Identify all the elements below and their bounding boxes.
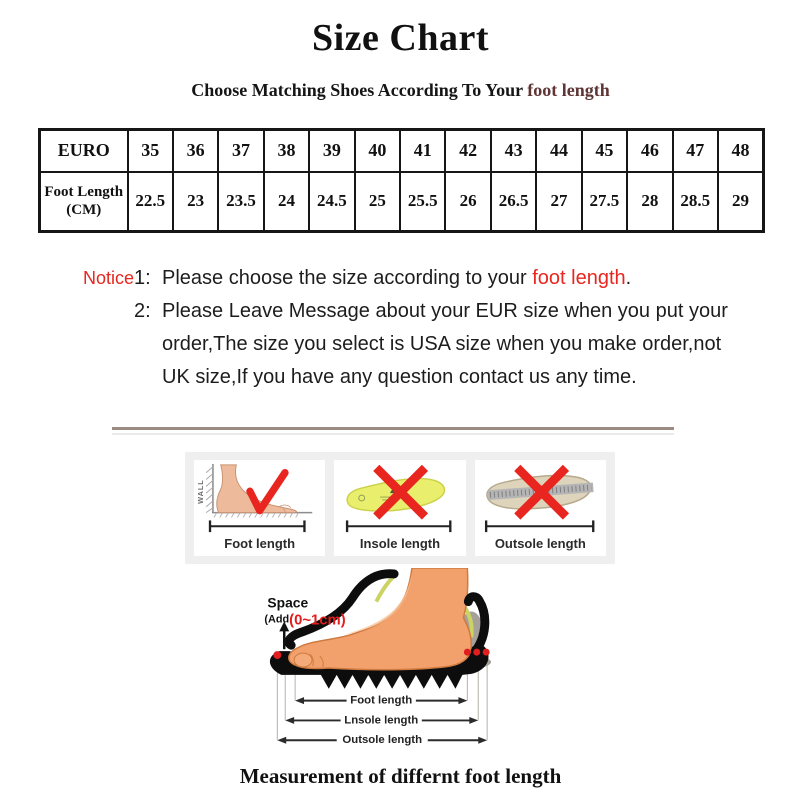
panel-insole-length: Insole length [334, 460, 466, 556]
insole-length-measure-label: Lnsole length [344, 714, 418, 726]
notice-text: Please choose the size according to your… [162, 266, 763, 290]
size-cell: 22.5 [126, 170, 174, 233]
size-cell: 40 [353, 128, 402, 173]
panel-outsole-length: Outsole length [474, 460, 606, 556]
cross-icon [513, 464, 569, 520]
size-cell: 41 [399, 128, 447, 173]
space-value-label: (0~1cm) [289, 612, 346, 628]
size-cell: 27.5 [580, 170, 629, 233]
size-cell: 46 [626, 128, 674, 173]
outsole-length-illustration [484, 464, 595, 533]
size-cell: 25 [353, 170, 402, 233]
foot-diagram-illustration: Space (Add (0~1cm) Foot length Lnsole le… [264, 568, 492, 746]
cross-icon [373, 464, 429, 520]
size-cell: 24.5 [308, 170, 356, 233]
size-cell: 27 [535, 170, 583, 233]
check-icon [246, 469, 289, 515]
size-cell: 44 [535, 128, 583, 173]
wall-label: WALL [196, 479, 205, 504]
size-cell: 25.5 [399, 170, 447, 233]
space-add-label: (Add [264, 613, 289, 625]
size-cell: 28.5 [671, 170, 719, 233]
subtitle-prefix: Choose Matching Shoes According To Your [191, 80, 528, 100]
notice-text-before: Please choose the size according to your [162, 267, 533, 289]
notice-text-after: . [625, 267, 632, 289]
notice-text-highlight: foot length [532, 267, 626, 289]
size-cell: 39 [308, 128, 356, 173]
table-row: Foot Length (CM) 22.5 23 23.5 24 24.5 25 25.5 2… [38, 170, 765, 233]
size-cell: 35 [126, 128, 174, 173]
insole-length-illustration [346, 464, 452, 533]
notice-block: Notice 1: Please choose the size accordi… [83, 266, 763, 398]
marker-dots [273, 648, 490, 660]
panel-label: Foot length [224, 536, 296, 551]
notice-number: 2: [134, 300, 151, 322]
notice-text: Please Leave Message about your EUR size… [162, 300, 728, 322]
notice-label: Notice [83, 268, 135, 288]
size-cell: 29 [716, 170, 765, 233]
size-cell: 26 [444, 170, 492, 233]
notice-number: 1: [134, 267, 151, 289]
size-cell: 48 [716, 128, 765, 173]
measure-panels: WALL Foot length Insole len [185, 452, 615, 564]
page-title: Size Chart [311, 17, 490, 59]
notice-item-1: Notice 1: Please choose the size accordi… [83, 266, 763, 290]
outsole-length-measure-label: Outsole length [342, 734, 422, 746]
heel-outline [463, 592, 490, 656]
size-cell: 23.5 [217, 170, 265, 233]
panel-label: Insole length [359, 536, 441, 551]
foot-length-illustration: WALL [196, 463, 313, 533]
notice-item-2: 2: Please Leave Message about your EUR s… [83, 299, 763, 323]
section-divider [112, 427, 674, 435]
size-cell: 36 [171, 128, 220, 173]
subtitle: Choose Matching Shoes According To Your … [0, 80, 801, 101]
panel-label: Outsole length [494, 536, 586, 551]
subtitle-highlight: foot length [527, 80, 610, 100]
foot-measurement-diagram: Space (Add (0~1cm) Foot length Lnsole le… [236, 568, 572, 762]
notice-text: UK size,If you have any question contact… [162, 366, 637, 388]
panel-foot-length: WALL Foot length [194, 460, 326, 556]
size-cell: 45 [580, 128, 629, 173]
table-row: EURO 35 36 37 38 39 40 41 42 43 44 45 46 47 48 [38, 128, 765, 173]
size-cell: 23 [171, 170, 220, 233]
size-cell: 24 [262, 170, 311, 233]
big-toe [293, 652, 313, 668]
size-cell: 43 [489, 128, 538, 173]
instep-outline [284, 569, 399, 650]
row-header: Foot Length (CM) [38, 170, 129, 233]
foot-length-measure-label: Foot length [350, 695, 412, 707]
notice-text: order,The size you select is USA size wh… [162, 333, 722, 355]
size-cell: 42 [444, 128, 492, 173]
size-table: EURO 35 36 37 38 39 40 41 42 43 44 45 46 47 48 Foot L… [38, 128, 765, 233]
space-label: Space [267, 595, 308, 611]
diagram-caption: Measurement of differnt foot length [239, 764, 562, 788]
row-header: EURO [38, 128, 129, 173]
size-cell: 47 [671, 128, 719, 173]
foot-shape [216, 464, 298, 514]
size-cell: 28 [626, 170, 674, 233]
size-cell: 37 [217, 128, 265, 173]
size-cell: 26.5 [489, 170, 538, 233]
size-cell: 38 [262, 128, 311, 173]
